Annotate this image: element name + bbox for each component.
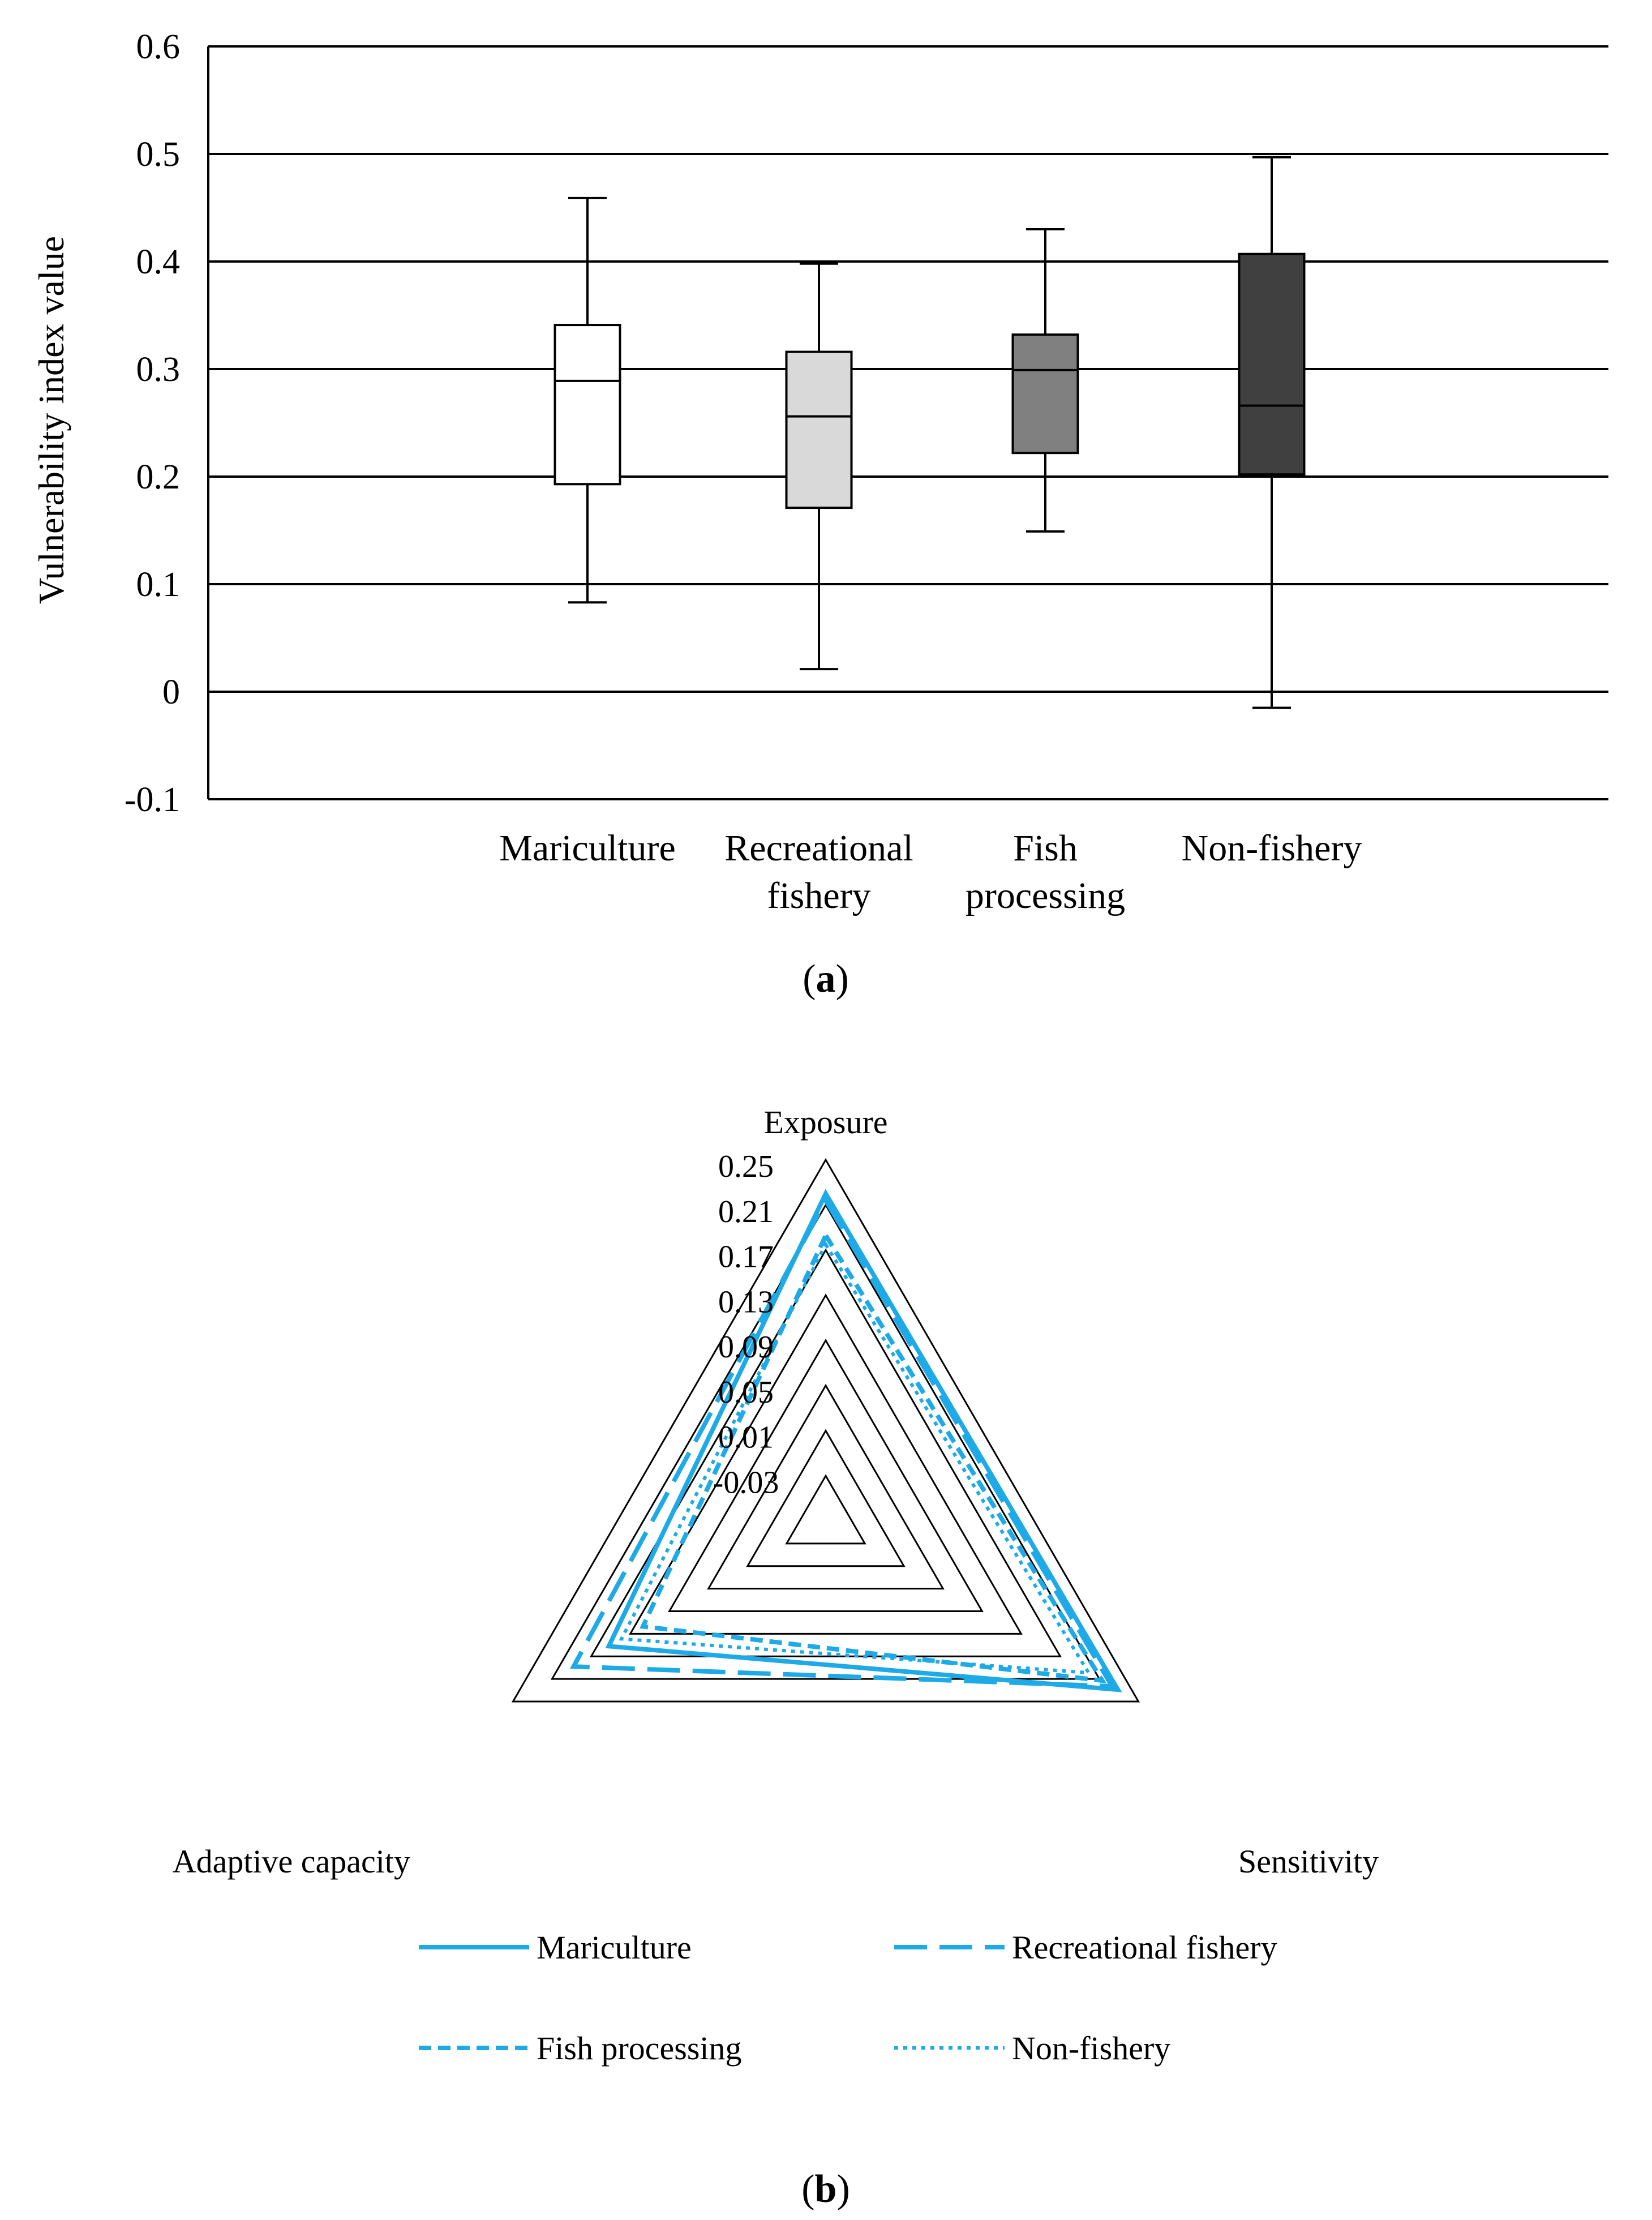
radar-ring-label: 0.25 xyxy=(718,1149,774,1184)
y-tick-label: 0.2 xyxy=(136,458,181,496)
radar-ring xyxy=(668,1339,984,1612)
y-tick-labels: 0.6 0.5 0.4 0.3 0.2 0.1 0 -0.1 xyxy=(125,28,180,819)
radar-grid-rings xyxy=(511,1158,1140,1703)
y-tick-label: 0 xyxy=(162,673,180,712)
y-tick-label: -0.1 xyxy=(125,781,180,819)
category-label: Recreational fishery xyxy=(724,828,913,916)
box-iqr xyxy=(785,350,853,509)
y-tick-label: 0.6 xyxy=(136,28,181,66)
category-label: Non-fishery xyxy=(1182,828,1362,869)
box-plot-gridlines xyxy=(208,45,1608,800)
box-2 xyxy=(785,262,853,671)
radar-series-mariculture xyxy=(605,1189,1122,1692)
box-3 xyxy=(1011,228,1079,533)
radar-series-fish-processing xyxy=(640,1231,1107,1684)
radar-series-lines xyxy=(569,1189,1122,1692)
radar-axis-label-sensitivity: Sensitivity xyxy=(1238,1843,1379,1880)
box-plot-panel: 0.6 0.5 0.4 0.3 0.2 0.1 0 -0.1 Vulnerability in… xyxy=(31,28,1608,1001)
radar-ring xyxy=(746,1429,906,1567)
box-4 xyxy=(1238,156,1306,709)
legend-label: Recreational fishery xyxy=(1012,1929,1277,1966)
radar-ring-label: 0.09 xyxy=(718,1330,774,1365)
category-label: Mariculture xyxy=(499,828,676,869)
box-iqr xyxy=(1011,333,1079,455)
radar-series-non-fishery xyxy=(619,1241,1092,1675)
radar-axis-label-exposure: Exposure xyxy=(763,1104,887,1141)
radar-ring-label: 0.13 xyxy=(718,1284,774,1319)
radar-ring xyxy=(707,1383,945,1590)
legend-label: Mariculture xyxy=(537,1929,692,1966)
radar-series-recreational-fishery xyxy=(569,1195,1117,1689)
radar-ring-label: 0.01 xyxy=(718,1420,774,1455)
radar-ring-label: 0.21 xyxy=(718,1194,774,1229)
legend-label: Fish processing xyxy=(537,2030,742,2067)
radar-axis-label-adaptive-capacity: Adaptive capacity xyxy=(173,1843,410,1880)
radar-ring xyxy=(629,1293,1023,1635)
box-plot-boxes xyxy=(553,156,1306,709)
radar-ring-label: -0.03 xyxy=(713,1465,779,1500)
category-label: Fish processing xyxy=(966,828,1125,916)
y-tick-label: 0.3 xyxy=(136,350,181,389)
radar-ring xyxy=(511,1158,1140,1703)
y-tick-label: 0.1 xyxy=(136,565,181,604)
box-iqr xyxy=(553,324,621,486)
panel-caption-a: (a) xyxy=(803,957,849,1001)
legend-item: Recreational fishery xyxy=(894,1929,1277,1966)
legend-item: Mariculture xyxy=(419,1929,692,1966)
panel-caption-b: (b) xyxy=(801,2167,850,2211)
y-tick-label: 0.5 xyxy=(136,135,181,174)
radar-ring xyxy=(550,1203,1101,1680)
radar-ring-label: 0.05 xyxy=(718,1375,774,1410)
y-axis-label: Vulnerability index value xyxy=(31,236,71,604)
radar-chart-panel: -0.03 0.01 0.05 0.09 0.13 0.17 0.21 0.25 Exposu… xyxy=(173,1104,1379,2211)
radar-ring-labels: -0.03 0.01 0.05 0.09 0.13 0.17 0.21 0.25 xyxy=(713,1149,779,1500)
legend-item: Fish processing xyxy=(419,2030,742,2067)
box-iqr xyxy=(1238,252,1306,476)
category-labels: Mariculture Recreational fishery Fish proces… xyxy=(499,828,1362,916)
box-1 xyxy=(553,196,621,604)
radar-ring xyxy=(590,1248,1062,1657)
y-tick-label: 0.4 xyxy=(136,243,181,281)
legend-item: Non-fishery xyxy=(894,2030,1170,2067)
radar-ring-label: 0.17 xyxy=(718,1240,774,1275)
legend-label: Non-fishery xyxy=(1012,2030,1170,2067)
legend: Mariculture Recreational fishery Fish proc… xyxy=(419,1929,1277,2067)
radar-ring xyxy=(785,1474,866,1545)
